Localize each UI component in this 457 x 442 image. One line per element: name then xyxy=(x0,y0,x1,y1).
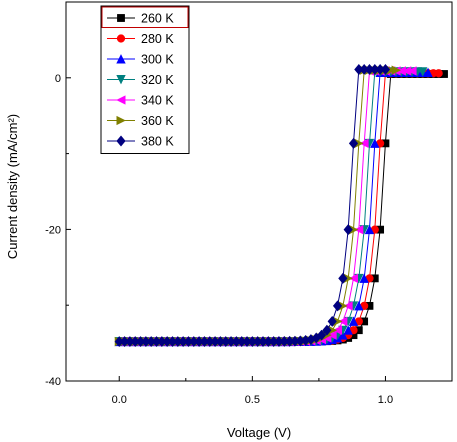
data-point xyxy=(380,63,391,75)
legend-label: 260 K xyxy=(141,12,174,26)
data-point xyxy=(338,330,348,340)
data-point xyxy=(338,272,348,284)
data-point xyxy=(418,67,428,77)
legend-item: 340 K xyxy=(107,94,174,108)
x-axis-label: Voltage (V) xyxy=(227,425,291,440)
y-axis-label: Current density (mA/cm²) xyxy=(5,114,20,259)
legend-label: 320 K xyxy=(141,73,174,87)
data-point xyxy=(359,138,369,149)
legend-item: 260 K xyxy=(107,12,174,26)
data-point xyxy=(359,273,369,283)
legend-label: 300 K xyxy=(141,53,174,67)
legend-label: 380 K xyxy=(141,135,174,149)
series-layer xyxy=(114,63,448,348)
data-point xyxy=(337,316,348,327)
data-point xyxy=(423,67,433,77)
plot-area xyxy=(65,1,453,382)
data-point xyxy=(348,137,359,149)
series-380k xyxy=(114,63,391,348)
legend-item: 380 K xyxy=(107,135,174,149)
data-point xyxy=(327,315,337,327)
legend-item: 280 K xyxy=(107,32,174,46)
data-point xyxy=(348,273,359,284)
data-point xyxy=(353,224,364,235)
data-point xyxy=(343,301,353,311)
data-point xyxy=(332,300,343,312)
legend: 260 K 280 K 300 K 320 K 340 K 360 K 380 K xyxy=(100,5,190,154)
x-tick-label: 0.5 xyxy=(245,394,260,406)
legend-marker xyxy=(116,34,126,43)
legend-item: 320 K xyxy=(107,73,174,87)
y-tick-label: -20 xyxy=(45,224,61,236)
data-point xyxy=(348,316,359,326)
legend-item: 300 K xyxy=(107,53,174,67)
data-point xyxy=(407,66,417,76)
data-point xyxy=(316,329,327,341)
data-point xyxy=(370,138,380,148)
y-tick-label: -40 xyxy=(45,376,61,388)
data-point xyxy=(327,330,337,340)
legend-label: 360 K xyxy=(141,114,174,128)
legend-marker xyxy=(116,135,126,147)
axes-layer: 0.0 0.5 1.0 0 -20 -40 xyxy=(45,73,393,406)
legend-label: 340 K xyxy=(141,94,174,108)
data-point xyxy=(332,325,343,335)
legend-marker xyxy=(116,54,126,64)
plot-frame xyxy=(65,1,453,382)
data-point xyxy=(343,325,353,335)
data-point xyxy=(322,324,332,336)
y-tick-label: 0 xyxy=(55,73,61,85)
data-point xyxy=(434,69,443,78)
legend-marker xyxy=(116,95,126,105)
legend-selection xyxy=(101,6,189,28)
data-point xyxy=(391,65,401,75)
x-tick-label: 0.0 xyxy=(112,394,127,406)
data-point xyxy=(343,224,353,236)
data-point xyxy=(364,224,375,235)
data-point xyxy=(354,301,364,311)
legend-item: 360 K xyxy=(107,114,174,128)
legend-marker xyxy=(117,14,125,22)
legend-label: 280 K xyxy=(141,32,174,46)
legend-marker xyxy=(116,75,126,85)
legend-marker xyxy=(116,115,126,126)
x-tick-label: 1.0 xyxy=(378,394,393,406)
